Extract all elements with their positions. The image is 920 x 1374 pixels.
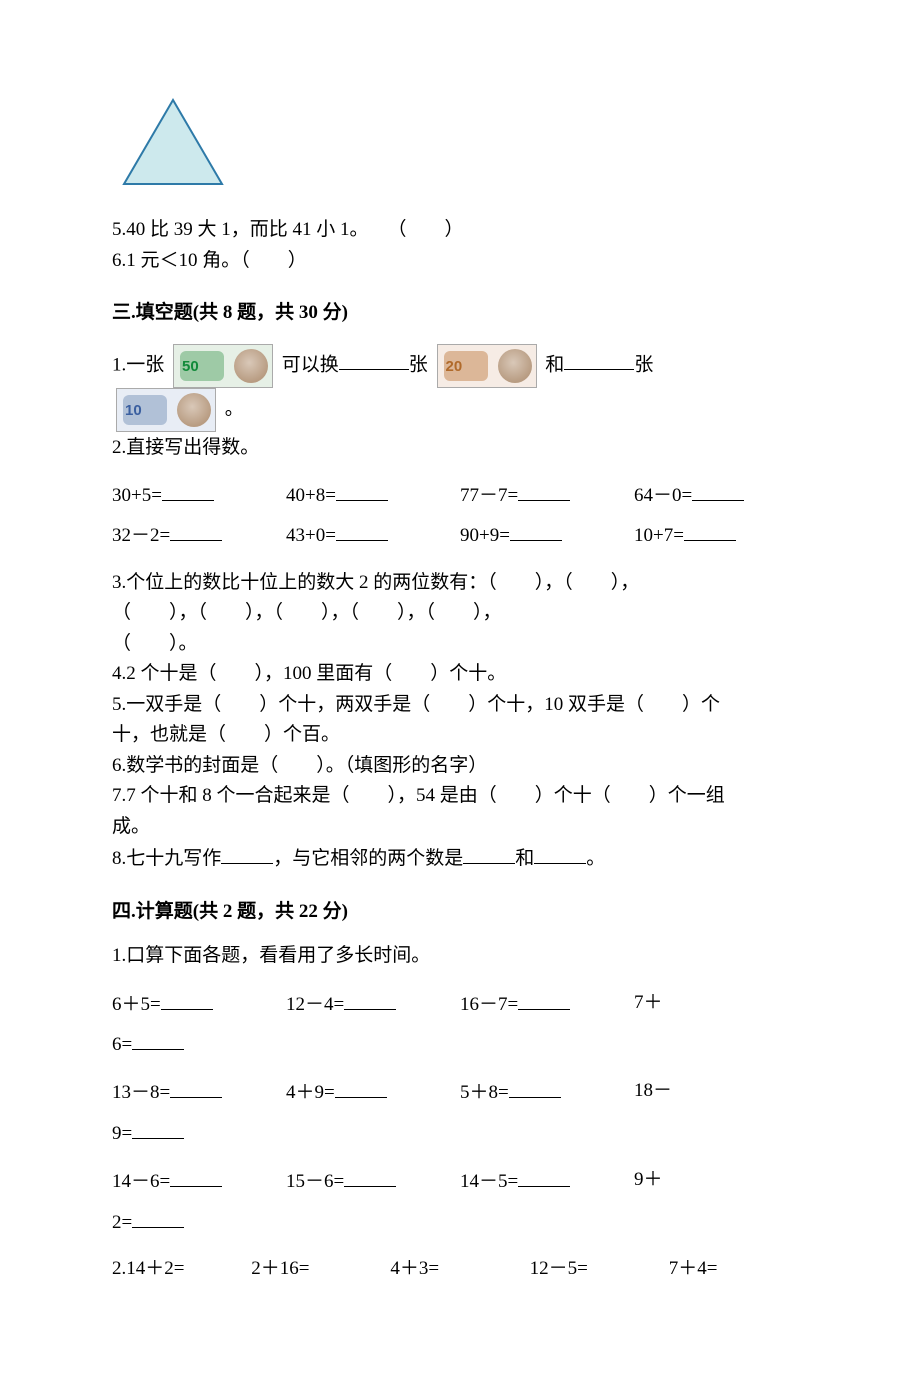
blank	[518, 480, 570, 501]
section-3-title: 三.填空题(共 8 题，共 30 分)	[112, 299, 808, 328]
fill-q7-line2: 成。	[112, 813, 808, 842]
calc-q1-row2: 13－8= 4＋9= 5＋8= 18－	[112, 1077, 808, 1107]
blank	[518, 989, 570, 1010]
blank	[336, 520, 388, 541]
section-4-title: 四.计算题(共 2 题，共 22 分)	[112, 898, 808, 927]
fill-q3-line3: （ ）。	[112, 630, 808, 659]
fill-q2-lead: 2.直接写出得数。	[112, 434, 808, 463]
blank	[510, 520, 562, 541]
bill-10-icon: 10	[116, 388, 216, 432]
fill-q5-line1: 5.一双手是（ ）个十，两双手是（ ）个十，10 双手是（ ）个	[112, 691, 808, 720]
blank	[132, 1118, 184, 1139]
expr: 2＋16=	[251, 1258, 309, 1279]
expr: 2.14＋2=	[112, 1258, 184, 1279]
expr: 14－5=	[460, 1171, 518, 1192]
fill-q7-line1: 7.7 个十和 8 个一合起来是（ ），54 是由（ ）个十（ ）个一组	[112, 782, 808, 811]
expr: 7＋4=	[669, 1258, 718, 1279]
q8-text-c: 和	[515, 848, 534, 869]
calc-q1-row1-wrap: 6=	[112, 1029, 808, 1059]
expr: 32－2=	[112, 525, 170, 546]
calc-q1-row2-wrap: 9=	[112, 1118, 808, 1148]
blank	[170, 1077, 222, 1098]
blank	[339, 349, 409, 370]
expr: 10+7=	[634, 525, 684, 546]
blank	[509, 1077, 561, 1098]
calc-q1-lead: 1.口算下面各题，看看用了多长时间。	[112, 942, 808, 971]
blank	[170, 520, 222, 541]
blank	[344, 989, 396, 1010]
blank	[463, 843, 515, 864]
expr: 2=	[112, 1212, 132, 1233]
expr: 4＋9=	[286, 1082, 335, 1103]
blank	[684, 520, 736, 541]
blank	[336, 480, 388, 501]
bill-20-icon: 20	[437, 344, 537, 388]
fill-q4: 4.2 个十是（ ），100 里面有（ ）个十。	[112, 660, 808, 689]
fill-q6: 6.数学书的封面是（ ）。（填图形的名字）	[112, 752, 808, 781]
tf-item-6: 6.1 元＜10 角。（ ）	[112, 247, 808, 276]
q1-text-3: 张	[409, 354, 428, 375]
bill-50-icon: 50	[173, 344, 273, 388]
fill-q5-line2: 十，也就是（ ）个百。	[112, 721, 808, 750]
fill-q3-line2: （ ），（ ），（ ），（ ），（ ），	[112, 599, 808, 628]
blank	[518, 1166, 570, 1187]
q1-text-5: 张	[634, 354, 653, 375]
blank	[335, 1077, 387, 1098]
expr: 90+9=	[460, 525, 510, 546]
expr: 30+5=	[112, 485, 162, 506]
expr: 5＋8=	[460, 1082, 509, 1103]
expr: 14－6=	[112, 1171, 170, 1192]
blank	[132, 1207, 184, 1228]
q1-text-1: 1.一张	[112, 354, 164, 375]
blank	[692, 480, 744, 501]
expr: 18－	[634, 1080, 672, 1101]
q8-text-b: ，与它相邻的两个数是	[273, 848, 463, 869]
blank	[344, 1166, 396, 1187]
expr: 43+0=	[286, 525, 336, 546]
calc-q1-row1: 6＋5= 12－4= 16－7= 7＋	[112, 989, 808, 1019]
expr: 15－6=	[286, 1171, 344, 1192]
expr: 9=	[112, 1123, 132, 1144]
q1-text-2: 可以换	[282, 354, 339, 375]
expr: 6＋5=	[112, 994, 161, 1015]
expr: 13－8=	[112, 1082, 170, 1103]
calc-q1-row3: 14－6= 15－6= 14－5= 9＋	[112, 1166, 808, 1196]
expr: 12－4=	[286, 994, 344, 1015]
blank	[221, 843, 273, 864]
triangle-figure	[118, 96, 808, 188]
triangle-icon	[118, 96, 228, 188]
tf-item-5: 5.40 比 39 大 1，而比 41 小 1。 （ ）	[112, 216, 808, 245]
calc-q1-row3-wrap: 2=	[112, 1207, 808, 1237]
fill-q1: 1.一张 50 可以换 张 20 和 张 10 。	[112, 344, 808, 432]
expr: 7＋	[634, 992, 663, 1013]
q1-text-6: 。	[225, 398, 244, 419]
blank	[534, 843, 586, 864]
expr: 40+8=	[286, 485, 336, 506]
blank	[161, 989, 213, 1010]
expr: 9＋	[634, 1169, 663, 1190]
fill-q8: 8.七十九写作 ，与它相邻的两个数是 和 。	[112, 843, 808, 873]
blank	[564, 349, 634, 370]
expr: 64－0=	[634, 485, 692, 506]
expr: 12－5=	[530, 1258, 588, 1279]
expr: 77－7=	[460, 485, 518, 506]
fill-q2-row2: 32－2= 43+0= 90+9= 10+7=	[112, 520, 808, 550]
blank	[162, 480, 214, 501]
fill-q3-line1: 3.个位上的数比十位上的数大 2 的两位数有：（ ），（ ），	[112, 569, 808, 598]
blank	[132, 1029, 184, 1050]
expr: 6=	[112, 1034, 132, 1055]
expr: 16－7=	[460, 994, 518, 1015]
q8-text-d: 。	[586, 848, 605, 869]
calc-q2-row: 2.14＋2= 2＋16= 4＋3= 12－5= 7＋4=	[112, 1255, 808, 1284]
expr: 4＋3=	[390, 1258, 439, 1279]
fill-q2-row1: 30+5= 40+8= 77－7= 64－0=	[112, 480, 808, 510]
blank	[170, 1166, 222, 1187]
q8-text-a: 8.七十九写作	[112, 848, 221, 869]
q1-text-4: 和	[545, 354, 564, 375]
